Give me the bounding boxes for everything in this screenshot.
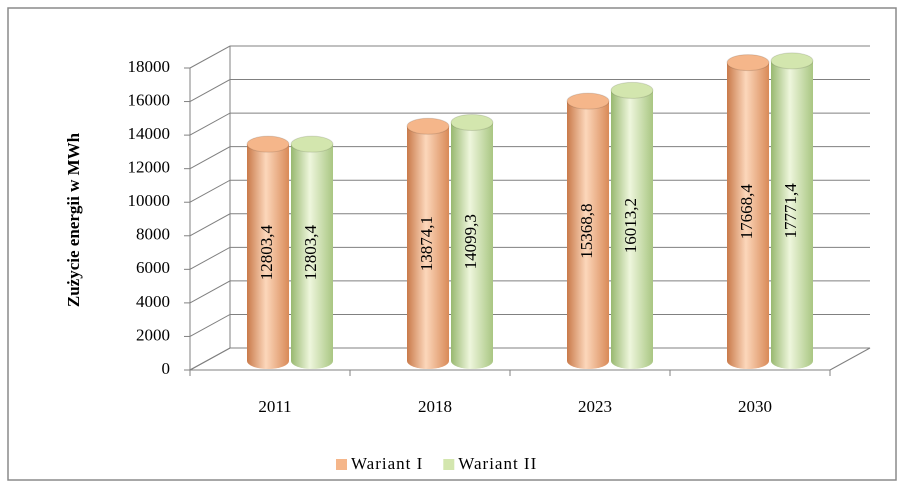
plot-area: 0 2000 4000 6000 8000 10000 12000 14000 16000 180… (128, 45, 871, 416)
value-label: 12803,4 (301, 224, 320, 280)
bar-top (770, 52, 814, 70)
grid-line (189, 313, 870, 337)
y-axis-label: Zużycie energii w MWh (64, 132, 83, 307)
bar-body (567, 101, 609, 369)
legend-swatch (443, 459, 455, 470)
bar-top (566, 92, 610, 110)
x-tick-label: 2023 (578, 397, 612, 416)
bar-top (246, 135, 290, 153)
y-tick-label: 14000 (128, 124, 171, 143)
bar (290, 135, 334, 369)
y-tick-label: 10000 (128, 191, 171, 210)
bar (770, 52, 814, 370)
legend-swatch (336, 459, 347, 470)
bar (726, 54, 770, 370)
value-label: 16013,2 (621, 198, 640, 253)
value-label: 17668,4 (737, 184, 756, 240)
value-label: 12803,4 (257, 224, 276, 280)
grid-line (189, 246, 870, 270)
y-tick-label: 6000 (136, 258, 170, 277)
bar-body (247, 144, 289, 369)
bar-top (610, 81, 654, 99)
bar-top (450, 113, 494, 131)
grid-line (189, 79, 870, 102)
legend-label: Wariant I (351, 454, 423, 473)
y-tick-label: 16000 (128, 90, 171, 109)
x-tick-label: 2011 (258, 397, 291, 416)
grid-line (189, 112, 870, 136)
y-tick-label: 2000 (136, 325, 170, 344)
value-label: 14099,3 (461, 214, 480, 269)
x-tick-label: 2018 (418, 397, 452, 416)
grid-line (189, 347, 870, 371)
y-tick-label: 12000 (128, 158, 171, 177)
y-tick-label: 18000 (128, 57, 171, 76)
bar-top (726, 54, 770, 72)
value-label: 17771,4 (781, 183, 800, 239)
y-tick-label: 0 (162, 359, 171, 378)
bar (610, 81, 654, 369)
bar-body (451, 122, 493, 370)
bar (406, 117, 450, 369)
legend-label: Wariant II (458, 454, 537, 473)
value-label: 15368,8 (577, 203, 596, 258)
bar (246, 135, 290, 369)
bar-body (771, 60, 813, 370)
bar-body (407, 126, 449, 369)
y-tick-label: 4000 (136, 292, 170, 311)
grid-line (189, 45, 870, 69)
bar-top (406, 117, 450, 135)
value-label: 13874,1 (417, 216, 436, 271)
bar-body (611, 90, 653, 369)
grid-line (189, 213, 870, 237)
bar (450, 113, 494, 370)
bar-body (727, 62, 769, 370)
grid-line (189, 179, 870, 203)
y-tick-label: 8000 (136, 225, 170, 244)
x-tick-label: 2030 (738, 397, 772, 416)
grid-line (189, 280, 870, 304)
grid-line (189, 146, 870, 170)
bar-body (291, 144, 333, 369)
bar-top (290, 135, 334, 153)
bar (566, 92, 610, 369)
